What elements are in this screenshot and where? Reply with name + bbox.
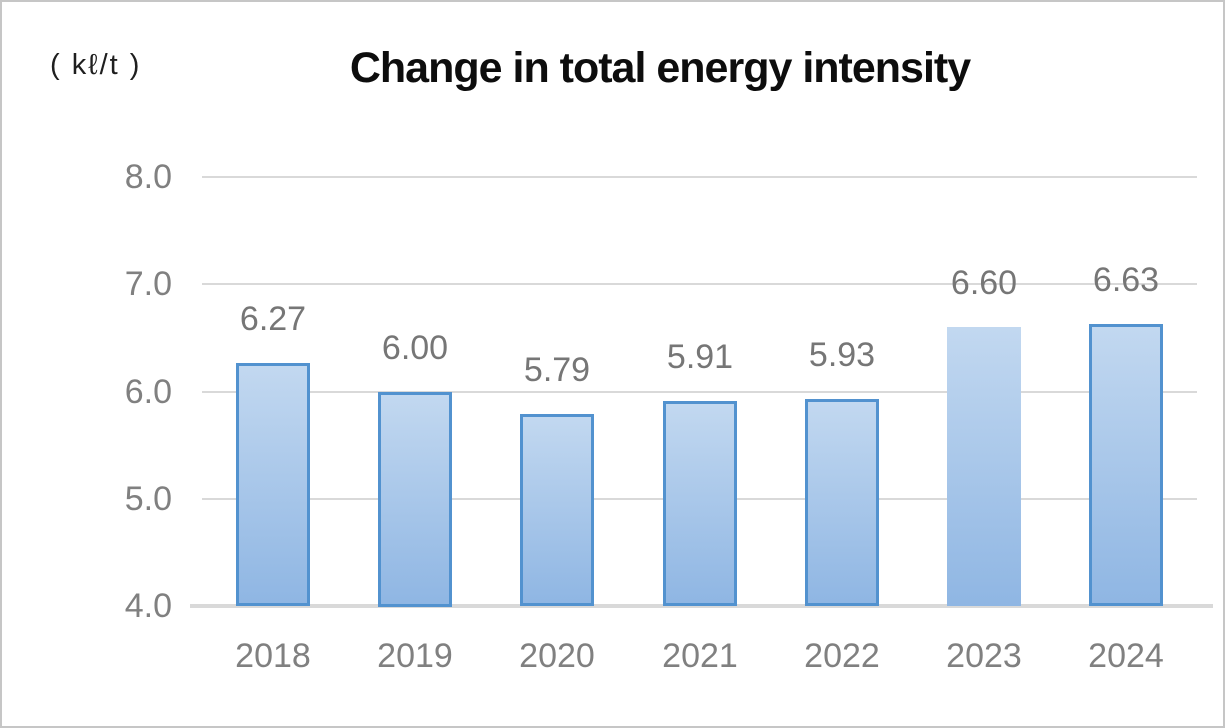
y-axis-unit-label: ( kℓ/t ) xyxy=(50,49,142,81)
x-axis-tick-label-2021: 2021 xyxy=(662,637,738,675)
y-axis-tick-label: 5.0 xyxy=(124,480,172,518)
gridline xyxy=(202,176,1197,178)
x-axis-tick-label-2022: 2022 xyxy=(804,637,880,675)
y-axis-tick-label: 6.0 xyxy=(124,373,172,411)
y-axis-tick-label: 4.0 xyxy=(124,587,172,625)
x-axis-tick-label-2020: 2020 xyxy=(519,637,595,675)
x-axis-tick-label-2023: 2023 xyxy=(946,637,1022,675)
bar-2022 xyxy=(805,399,879,606)
data-label-2022: 5.93 xyxy=(808,336,876,374)
x-axis-tick-label-2019: 2019 xyxy=(377,637,453,675)
bar-2020 xyxy=(520,414,594,606)
data-label-2020: 5.79 xyxy=(523,351,591,389)
gridline xyxy=(202,391,1197,393)
bar-2018 xyxy=(236,363,310,606)
bar-2021 xyxy=(663,401,737,606)
y-axis-tick-label: 8.0 xyxy=(124,158,172,196)
x-axis-tick-label-2018: 2018 xyxy=(235,637,311,675)
data-label-2019: 6.00 xyxy=(381,329,449,367)
gridline xyxy=(202,283,1197,285)
data-label-2018: 6.27 xyxy=(239,300,307,338)
x-axis-tick-label-2024: 2024 xyxy=(1088,637,1164,675)
bar-2023 xyxy=(947,327,1021,606)
y-axis-tick-label: 7.0 xyxy=(124,265,172,303)
bar-2024 xyxy=(1089,324,1163,606)
data-label-2023: 6.60 xyxy=(950,264,1018,302)
bar-2019 xyxy=(378,392,452,607)
x-axis-line xyxy=(190,604,1213,608)
chart-title: Change in total energy intensity xyxy=(349,44,971,92)
data-label-2024: 6.63 xyxy=(1092,261,1160,299)
data-label-2021: 5.91 xyxy=(666,338,734,376)
